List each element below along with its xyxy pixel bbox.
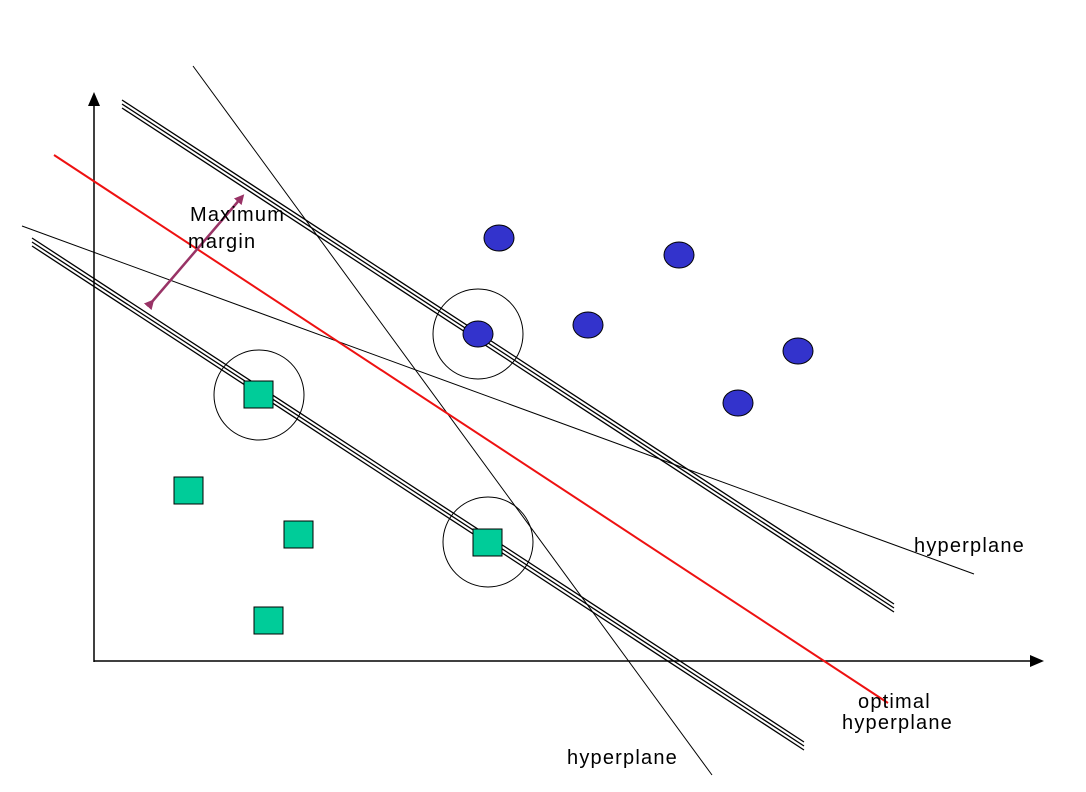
- square-point: [283, 520, 314, 549]
- support-vector-ring: [432, 288, 524, 380]
- maximum-margin-label-line2: margin: [188, 231, 256, 253]
- hyperplane-label-right: hyperplane: [914, 535, 1025, 557]
- y-axis-arrowhead-icon: [88, 92, 100, 106]
- circle-point: [722, 389, 754, 417]
- axes: [88, 92, 1044, 667]
- lower-margin-boundary: [31, 237, 805, 751]
- shallow-hyperplane-line: [21, 225, 975, 575]
- circle-point: [483, 224, 515, 252]
- square-class-points: [173, 380, 503, 635]
- steep-hyperplane-line: [192, 65, 713, 776]
- circle-point: [663, 241, 695, 269]
- square-point: [173, 476, 204, 505]
- square-point: [253, 606, 284, 635]
- optimal-hyperplane-label-line2: hyperplane: [842, 712, 953, 734]
- optimal-hyperplane-line: [53, 154, 889, 704]
- maximum-margin-label-line1: Maximum: [190, 204, 285, 226]
- x-axis-arrowhead-icon: [1030, 655, 1044, 667]
- square-point-support-vector: [472, 528, 503, 557]
- circle-point-support-vector: [462, 320, 494, 348]
- double-headed-arrow-icon: [143, 194, 245, 311]
- hyperplane-label-bottom: hyperplane: [567, 747, 678, 769]
- support-vector-rings: [213, 288, 534, 588]
- circle-point: [782, 337, 814, 365]
- optimal-hyperplane-label-line1: optimal: [858, 691, 931, 713]
- square-point-support-vector: [243, 380, 274, 409]
- upper-margin-boundary: [121, 99, 895, 613]
- support-vector-ring: [442, 496, 534, 588]
- circle-point: [572, 311, 604, 339]
- circle-class-points: [462, 224, 814, 417]
- support-vector-ring: [213, 349, 305, 441]
